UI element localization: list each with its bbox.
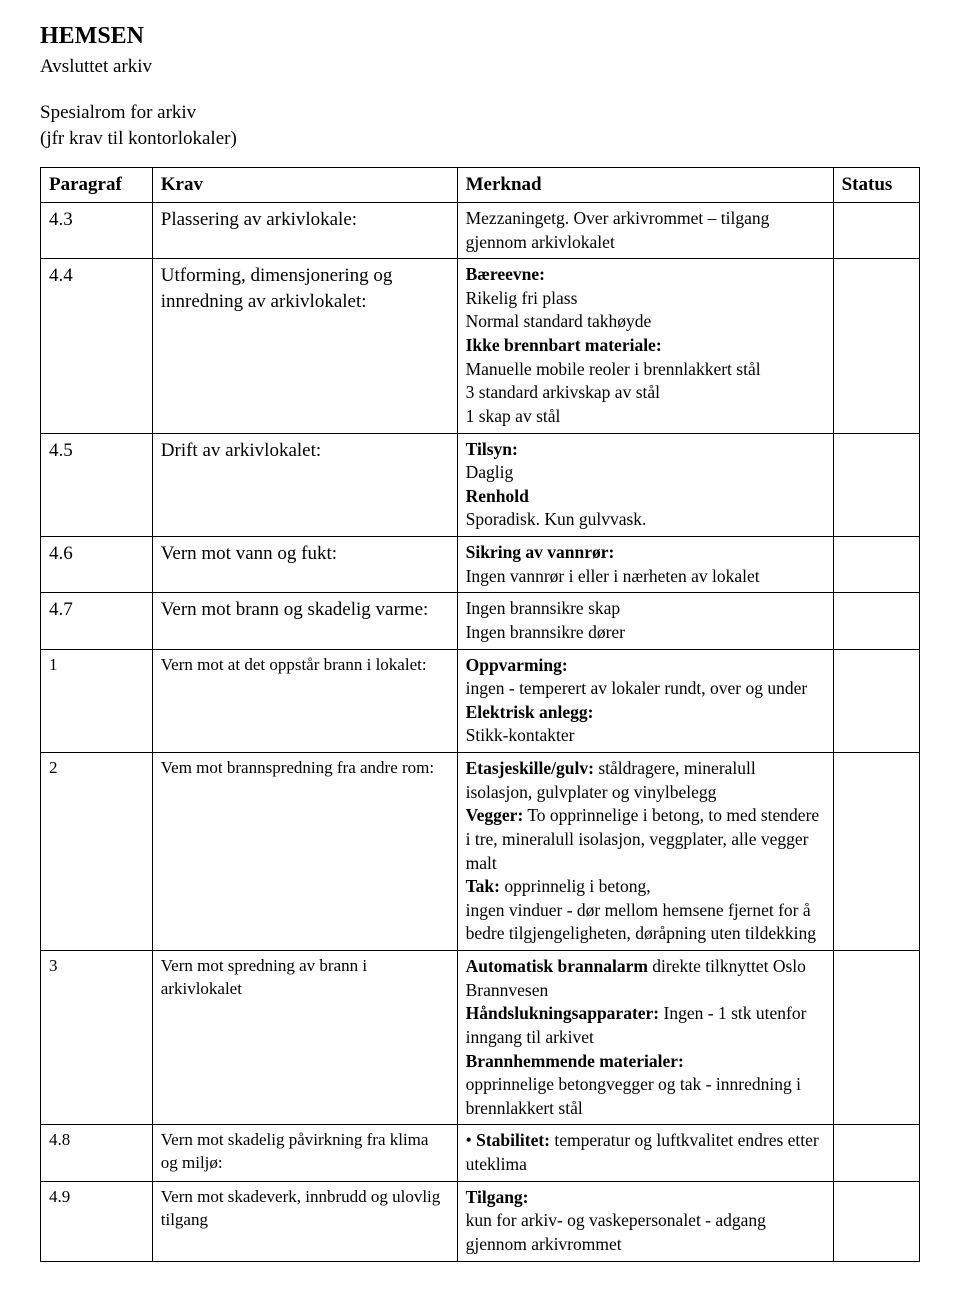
merknad-line: Stikk-kontakter bbox=[466, 724, 825, 748]
merknad-line: • Stabilitet: temperatur og luftkvalitet… bbox=[466, 1129, 825, 1176]
table-row: 4.8Vern mot skadelig påvirkning fra klim… bbox=[41, 1125, 920, 1181]
cell-krav: Vem mot brannspredning fra andre rom: bbox=[152, 753, 457, 951]
cell-merknad: Tilsyn:DagligRenholdSporadisk. Kun gulvv… bbox=[457, 433, 833, 537]
cell-paragraf: 2 bbox=[41, 753, 153, 951]
merknad-line: 1 skap av stål bbox=[466, 405, 825, 429]
cell-krav: Vern mot skadelig påvirkning fra klima o… bbox=[152, 1125, 457, 1181]
cell-paragraf: 4.6 bbox=[41, 537, 153, 593]
section-title: Spesialrom for arkiv bbox=[40, 100, 920, 126]
merknad-line: Oppvarming: bbox=[466, 654, 825, 678]
cell-status bbox=[833, 1125, 919, 1181]
table-header-row: Paragraf Krav Merknad Status bbox=[41, 168, 920, 203]
merknad-line: Ikke brennbart materiale: bbox=[466, 334, 825, 358]
merknad-line: Ingen vannrør i eller i nærheten av loka… bbox=[466, 565, 825, 589]
table-row: 4.7Vern mot brann og skadelig varme:Inge… bbox=[41, 593, 920, 649]
merknad-line: Rikelig fri plass bbox=[466, 287, 825, 311]
cell-status bbox=[833, 1181, 919, 1261]
merknad-line: Bæreevne: bbox=[466, 263, 825, 287]
table-row: 1Vern mot at det oppstår brann i lokalet… bbox=[41, 649, 920, 753]
cell-paragraf: 4.9 bbox=[41, 1181, 153, 1261]
merknad-line: opprinnelige betongvegger og tak - innre… bbox=[466, 1073, 825, 1120]
table-row: 2Vem mot brannspredning fra andre rom:Et… bbox=[41, 753, 920, 951]
merknad-line: Tilgang: bbox=[466, 1186, 825, 1210]
cell-krav: Plassering av arkivlokale: bbox=[152, 202, 457, 258]
cell-krav: Vern mot brann og skadelig varme: bbox=[152, 593, 457, 649]
col-merknad: Merknad bbox=[457, 168, 833, 203]
merknad-line: Brannhemmende materialer: bbox=[466, 1050, 825, 1074]
merknad-line: Sikring av vannrør: bbox=[466, 541, 825, 565]
cell-status bbox=[833, 649, 919, 753]
cell-krav: Vern mot vann og fukt: bbox=[152, 537, 457, 593]
merknad-line: kun for arkiv- og vaskepersonalet - adga… bbox=[466, 1209, 825, 1256]
table-body: 4.3Plassering av arkivlokale:Mezzaninget… bbox=[41, 202, 920, 1261]
cell-paragraf: 4.3 bbox=[41, 202, 153, 258]
merknad-line: ingen vinduer - dør mellom hemsene fjern… bbox=[466, 899, 825, 946]
cell-status bbox=[833, 753, 919, 951]
table-row: 4.5Drift av arkivlokalet:Tilsyn:DagligRe… bbox=[41, 433, 920, 537]
requirements-table: Paragraf Krav Merknad Status 4.3Plasseri… bbox=[40, 167, 920, 1261]
cell-paragraf: 1 bbox=[41, 649, 153, 753]
merknad-line: ingen - temperert av lokaler rundt, over… bbox=[466, 677, 825, 701]
cell-merknad: Tilgang:kun for arkiv- og vaskepersonale… bbox=[457, 1181, 833, 1261]
cell-status bbox=[833, 202, 919, 258]
section-note: (jfr krav til kontorlokaler) bbox=[40, 126, 920, 152]
cell-status bbox=[833, 593, 919, 649]
merknad-line: Manuelle mobile reoler i brennlakkert st… bbox=[466, 358, 825, 382]
cell-merknad: Bæreevne:Rikelig fri plassNormal standar… bbox=[457, 259, 833, 433]
merknad-line: Renhold bbox=[466, 485, 825, 509]
table-row: 4.6Vern mot vann og fukt:Sikring av vann… bbox=[41, 537, 920, 593]
merknad-line: Vegger: To opprinnelige i betong, to med… bbox=[466, 804, 825, 875]
cell-krav: Vern mot skadeverk, innbrudd og ulovlig … bbox=[152, 1181, 457, 1261]
cell-paragraf: 4.7 bbox=[41, 593, 153, 649]
col-status: Status bbox=[833, 168, 919, 203]
merknad-line: Ingen brannsikre dører bbox=[466, 621, 825, 645]
cell-status bbox=[833, 951, 919, 1125]
page-subtitle: Avsluttet arkiv bbox=[40, 54, 920, 80]
cell-status bbox=[833, 433, 919, 537]
table-row: 4.9Vern mot skadeverk, innbrudd og ulovl… bbox=[41, 1181, 920, 1261]
merknad-line: Tak: opprinnelig i betong, bbox=[466, 875, 825, 899]
merknad-line: Tilsyn: bbox=[466, 438, 825, 462]
merknad-line: Håndslukningsapparater: Ingen - 1 stk ut… bbox=[466, 1002, 825, 1049]
cell-merknad: Automatisk brannalarm direkte tilknyttet… bbox=[457, 951, 833, 1125]
cell-merknad: Oppvarming:ingen - temperert av lokaler … bbox=[457, 649, 833, 753]
cell-merknad: • Stabilitet: temperatur og luftkvalitet… bbox=[457, 1125, 833, 1181]
table-row: 3Vern mot spredning av brann i arkivloka… bbox=[41, 951, 920, 1125]
merknad-line: Normal standard takhøyde bbox=[466, 310, 825, 334]
cell-merknad: Ingen brannsikre skapIngen brannsikre dø… bbox=[457, 593, 833, 649]
col-paragraf: Paragraf bbox=[41, 168, 153, 203]
cell-status bbox=[833, 259, 919, 433]
cell-merknad: Sikring av vannrør:Ingen vannrør i eller… bbox=[457, 537, 833, 593]
cell-krav: Vern mot spredning av brann i arkivlokal… bbox=[152, 951, 457, 1125]
table-row: 4.4Utforming, dimensjonering og innredni… bbox=[41, 259, 920, 433]
page-title: HEMSEN bbox=[40, 20, 920, 52]
cell-merknad: Mezzaningetg. Over arkivrommet – tilgang… bbox=[457, 202, 833, 258]
cell-paragraf: 4.5 bbox=[41, 433, 153, 537]
cell-paragraf: 4.4 bbox=[41, 259, 153, 433]
merknad-line: Sporadisk. Kun gulvvask. bbox=[466, 508, 825, 532]
merknad-line: Daglig bbox=[466, 461, 825, 485]
table-row: 4.3Plassering av arkivlokale:Mezzaninget… bbox=[41, 202, 920, 258]
merknad-line: 3 standard arkivskap av stål bbox=[466, 381, 825, 405]
merknad-line: Mezzaningetg. Over arkivrommet – tilgang… bbox=[466, 207, 825, 254]
merknad-line: Ingen brannsikre skap bbox=[466, 597, 825, 621]
merknad-line: Elektrisk anlegg: bbox=[466, 701, 825, 725]
merknad-line: Etasjeskille/gulv: ståldragere, mineralu… bbox=[466, 757, 825, 804]
cell-paragraf: 3 bbox=[41, 951, 153, 1125]
cell-merknad: Etasjeskille/gulv: ståldragere, mineralu… bbox=[457, 753, 833, 951]
cell-status bbox=[833, 537, 919, 593]
cell-krav: Drift av arkivlokalet: bbox=[152, 433, 457, 537]
col-krav: Krav bbox=[152, 168, 457, 203]
cell-paragraf: 4.8 bbox=[41, 1125, 153, 1181]
merknad-line: Automatisk brannalarm direkte tilknyttet… bbox=[466, 955, 825, 1002]
cell-krav: Vern mot at det oppstår brann i lokalet: bbox=[152, 649, 457, 753]
cell-krav: Utforming, dimensjonering og innredning … bbox=[152, 259, 457, 433]
